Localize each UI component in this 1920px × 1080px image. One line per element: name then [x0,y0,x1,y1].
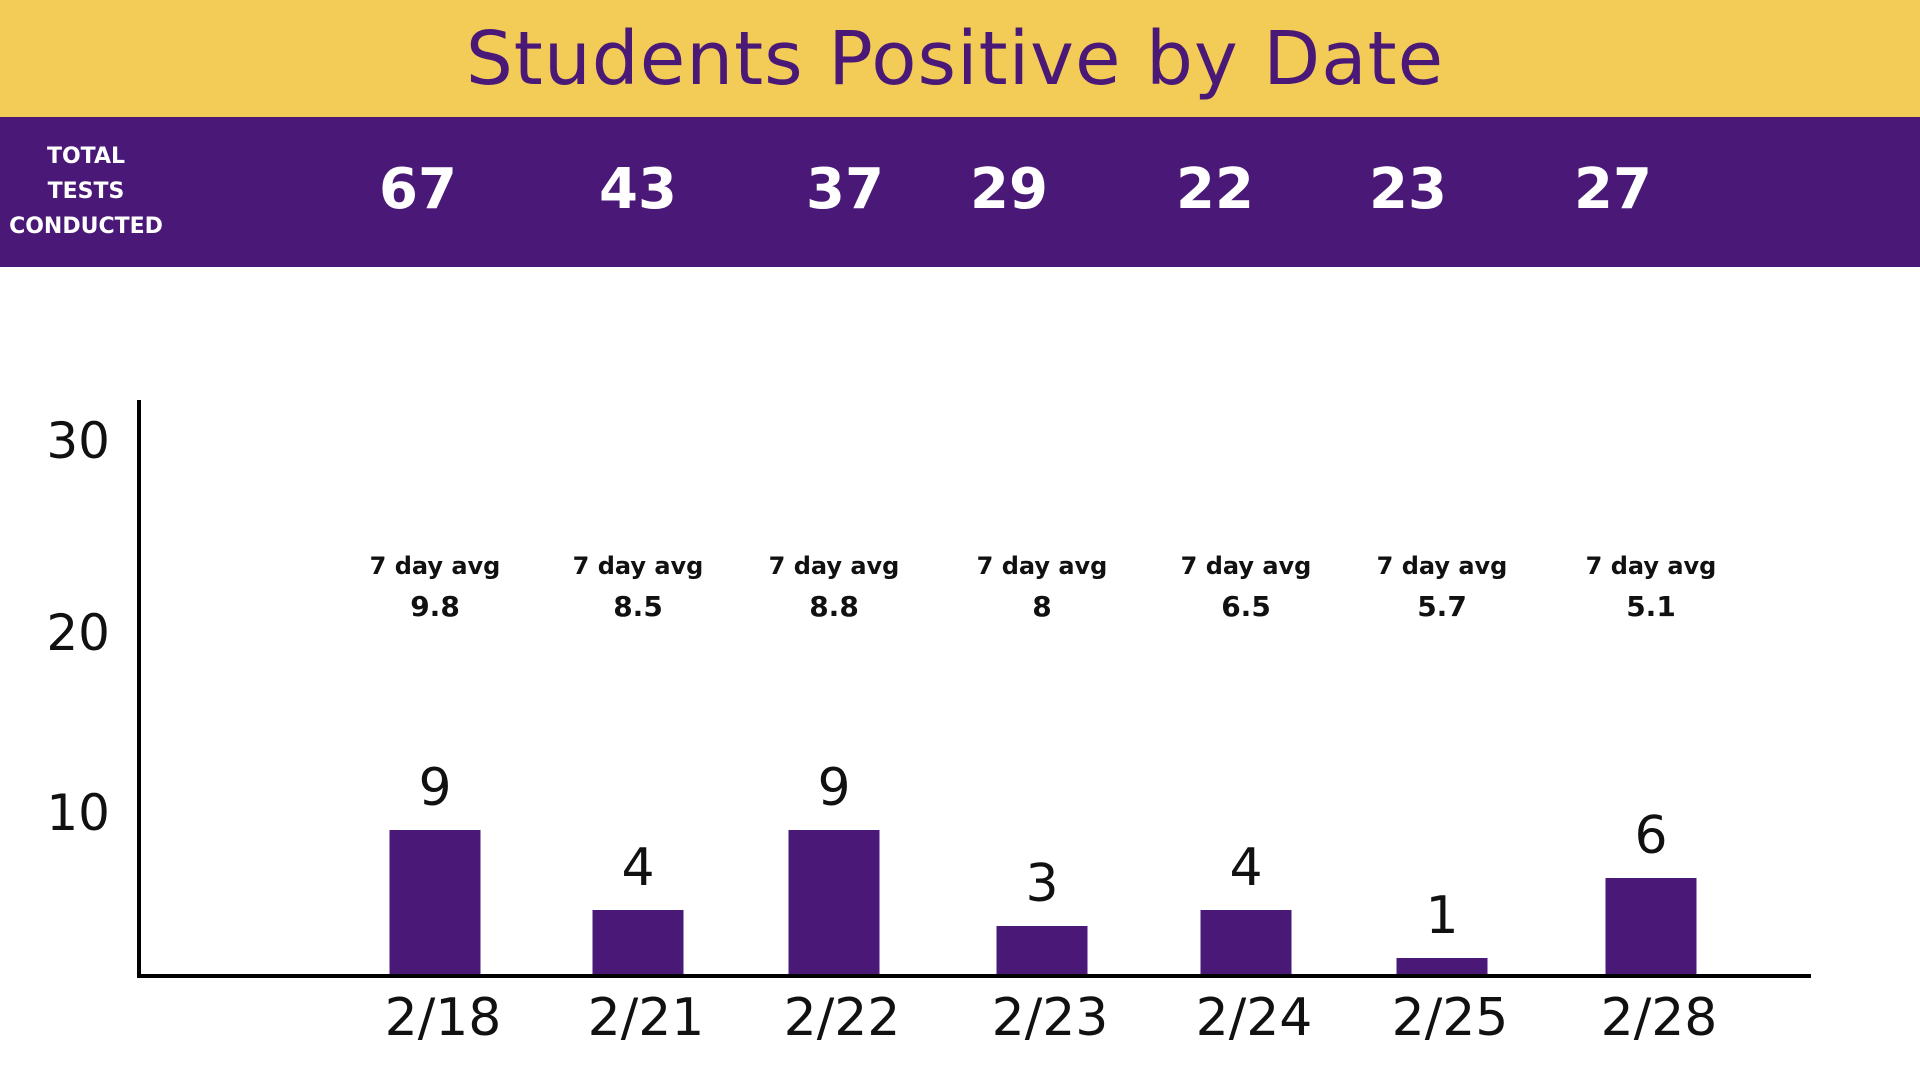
seven-day-avg-value: 9.8 [410,590,460,623]
bar-value-label: 9 [817,758,851,818]
x-tick-label: 2/23 [991,988,1109,1048]
total-tests-label-line: TESTS [47,179,125,204]
bar-value-label: 4 [621,838,655,898]
total-tests-label-line: CONDUCTED [9,214,163,239]
seven-day-avg-label: 7 day avg [369,552,501,580]
y-tick-label: 30 [46,412,110,470]
seven-day-avg-label: 7 day avg [1585,552,1717,580]
seven-day-avg-label: 7 day avg [976,552,1108,580]
x-axis-line [141,974,1811,978]
total-tests-value: 37 [806,157,884,222]
chart-title: Students Positive by Date [465,15,1445,102]
seven-day-avg-value: 8.5 [613,590,663,623]
x-tick-label: 2/24 [1195,988,1313,1048]
total-tests-value: 27 [1574,157,1652,222]
seven-day-avg-label: 7 day avg [1376,552,1508,580]
title-bar: Students Positive by Date [0,0,1920,117]
total-tests-value: 29 [970,157,1048,222]
total-tests-label: TOTAL TESTS CONDUCTED [0,139,172,244]
bar [1200,910,1292,974]
seven-day-avg-value: 6.5 [1221,590,1271,623]
bar-value-label: 9 [418,758,452,818]
y-tick-label: 10 [46,784,110,842]
bar [996,926,1088,974]
seven-day-avg-value: 5.1 [1626,590,1676,623]
total-tests-label-line: TOTAL [46,144,126,169]
bar-value-label: 6 [1634,806,1668,866]
bar-value-label: 3 [1025,854,1059,914]
x-tick-label: 2/18 [384,988,502,1048]
bar [1396,958,1488,974]
total-tests-value: 23 [1369,157,1447,222]
seven-day-avg-label: 7 day avg [768,552,900,580]
y-tick-label: 20 [46,604,110,662]
x-tick-label: 2/25 [1391,988,1509,1048]
seven-day-avg-label: 7 day avg [572,552,704,580]
total-tests-value: 67 [379,157,457,222]
total-tests-value: 43 [599,157,677,222]
bar [788,830,880,974]
seven-day-avg-value: 5.7 [1417,590,1467,623]
bar [389,830,481,974]
x-tick-label: 2/22 [783,988,901,1048]
y-axis-line [137,400,141,978]
x-tick-label: 2/21 [587,988,705,1048]
x-tick-label: 2/28 [1600,988,1718,1048]
seven-day-avg-label: 7 day avg [1180,552,1312,580]
total-tests-value: 22 [1176,157,1254,222]
seven-day-avg-value: 8 [1032,590,1052,623]
total-tests-band: TOTAL TESTS CONDUCTED 67 43 37 29 22 23 27 [0,117,1920,267]
bar [1605,878,1697,974]
bar-value-label: 4 [1229,838,1263,898]
bar-value-label: 1 [1425,886,1459,946]
seven-day-avg-value: 8.8 [809,590,859,623]
bar [592,910,684,974]
